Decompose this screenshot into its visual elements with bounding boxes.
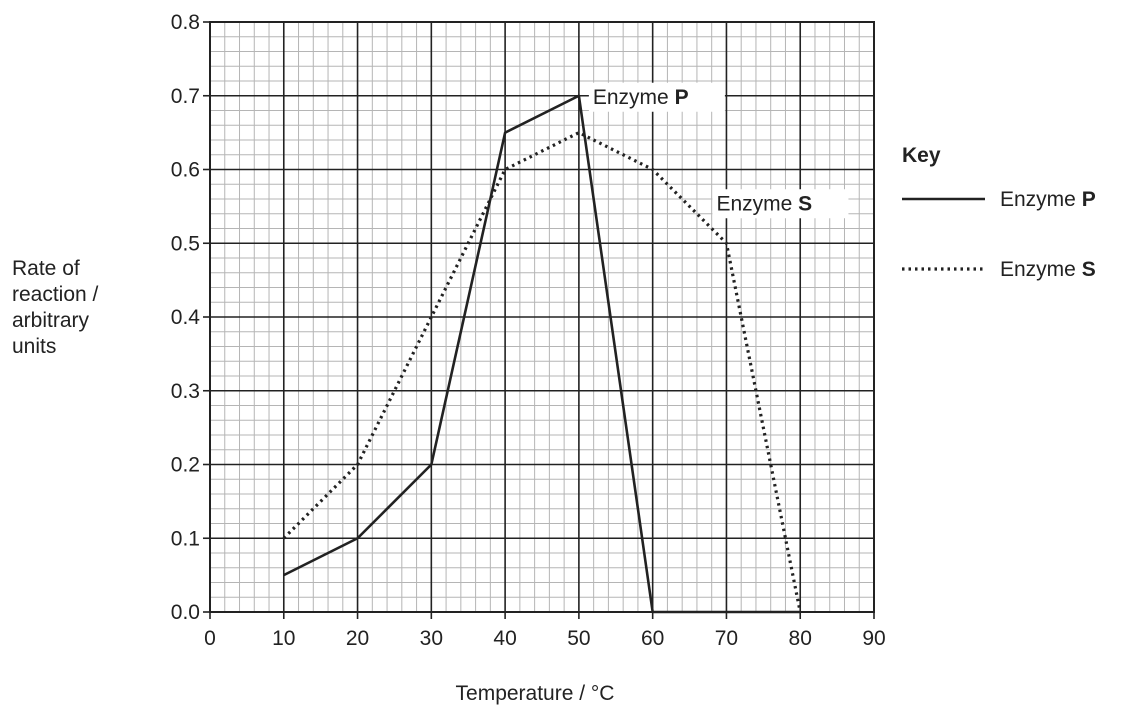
y-tick-label: 0.0 xyxy=(171,601,200,624)
x-tick-label: 90 xyxy=(862,627,885,650)
x-tick-label: 60 xyxy=(641,627,664,650)
x-tick-label: 10 xyxy=(272,627,295,650)
y-axis-label-line: arbitrary xyxy=(12,308,98,334)
annotation-label: Enzyme S xyxy=(716,192,812,215)
y-tick-label: 0.5 xyxy=(171,232,200,255)
y-tick-label: 0.1 xyxy=(171,527,200,550)
x-tick-label: 80 xyxy=(789,627,812,650)
y-tick-label: 0.8 xyxy=(171,11,200,34)
y-axis-label: Rate of reaction / arbitrary units xyxy=(12,256,98,360)
y-axis-label-line: units xyxy=(12,334,98,360)
x-tick-label: 20 xyxy=(346,627,369,650)
x-tick-label: 40 xyxy=(493,627,516,650)
x-tick-label: 50 xyxy=(567,627,590,650)
legend-label: Enzyme S xyxy=(1000,258,1096,281)
annotation-label: Enzyme P xyxy=(593,86,689,109)
x-tick-label: 0 xyxy=(204,627,216,650)
y-tick-label: 0.2 xyxy=(171,454,200,477)
x-axis-label: Temperature / °C xyxy=(456,682,615,705)
y-tick-label: 0.7 xyxy=(171,85,200,108)
y-tick-label: 0.4 xyxy=(171,306,201,329)
y-tick-label: 0.3 xyxy=(171,380,200,403)
y-axis-label-line: reaction / xyxy=(12,282,98,308)
x-tick-label: 30 xyxy=(420,627,443,650)
legend-label: Enzyme P xyxy=(1000,188,1096,211)
y-axis-label-line: Rate of xyxy=(12,256,98,282)
x-tick-label: 70 xyxy=(715,627,738,650)
legend-title: Key xyxy=(902,144,941,167)
y-tick-label: 0.6 xyxy=(171,159,200,182)
